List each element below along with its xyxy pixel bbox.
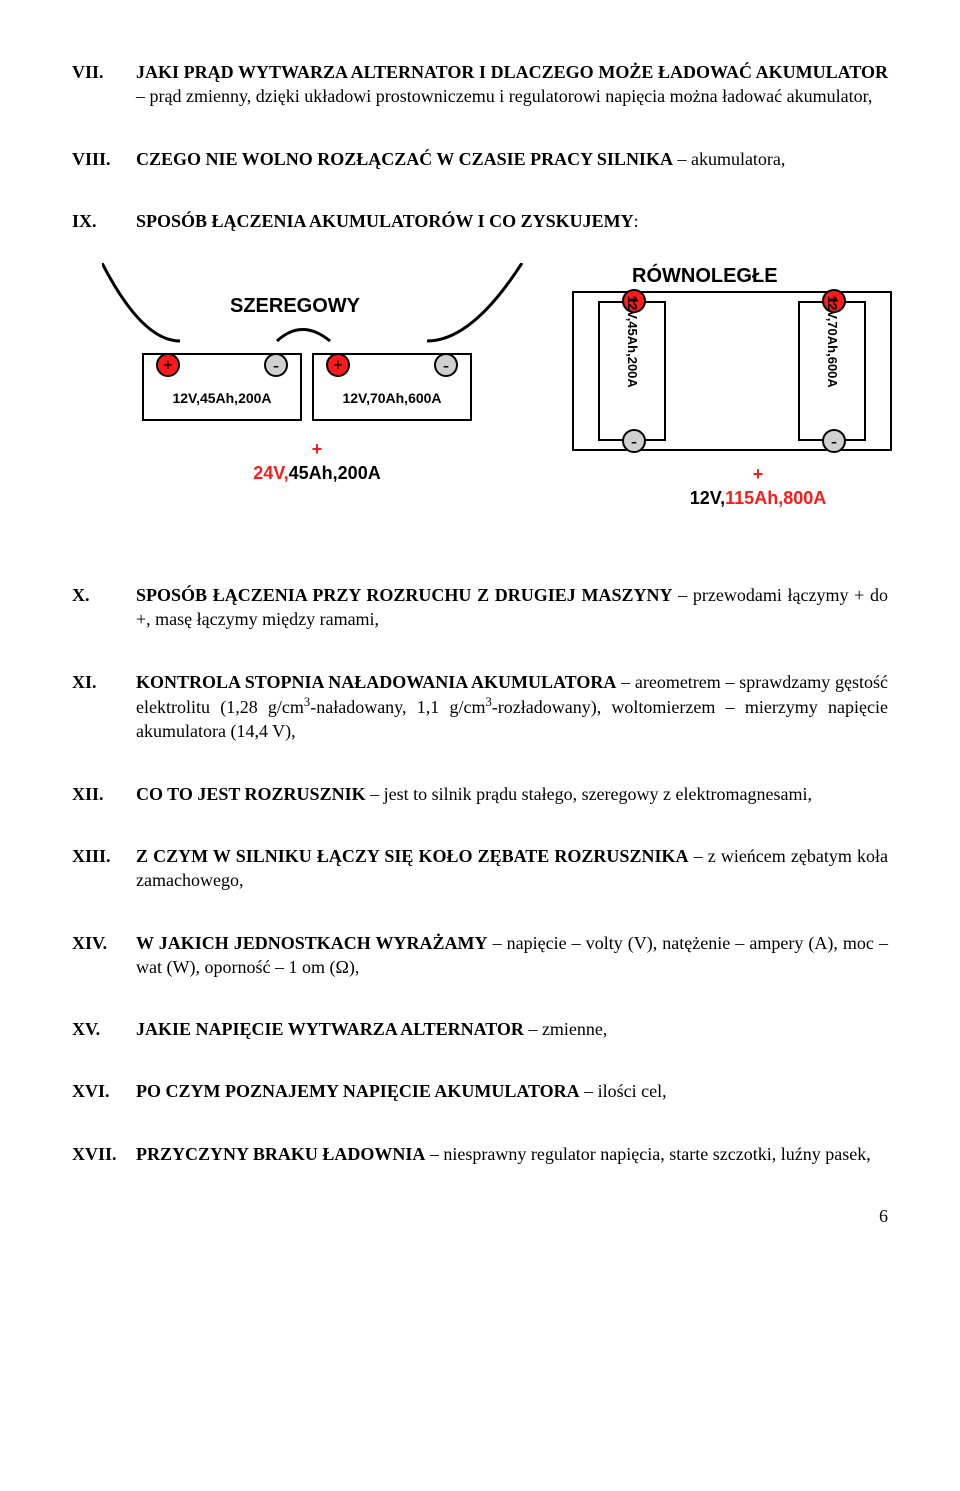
item-number: XI. bbox=[72, 670, 136, 744]
battery-label: 12V,45Ah,200A bbox=[623, 277, 641, 407]
item-text: -naładowany, 1,1 g/cm bbox=[310, 697, 485, 717]
item-number: VIII. bbox=[72, 147, 136, 171]
parallel-result-rest: 115Ah,800A bbox=[725, 488, 826, 508]
item-title: PRZYCZYNY BRAKU ŁADOWNIA bbox=[136, 1144, 425, 1164]
item-body: KONTROLA STOPNIA NAŁADOWANIA AKUMULATORA… bbox=[136, 670, 888, 744]
item-number: IX. bbox=[72, 209, 136, 233]
item-number: XIII. bbox=[72, 844, 136, 893]
item-number: XVII. bbox=[72, 1142, 136, 1166]
item-title: W JAKICH JEDNOSTKACH WYRAŻAMY bbox=[136, 933, 488, 953]
item-xvi: XVI. PO CZYM POZNAJEMY NAPIĘCIE AKUMULAT… bbox=[72, 1079, 888, 1103]
item-text: – niesprawny regulator napięcia, starte … bbox=[425, 1144, 870, 1164]
item-viii: VIII. CZEGO NIE WOLNO ROZŁĄCZAĆ W CZASIE… bbox=[72, 147, 888, 171]
series-battery-1: + - 12V,45Ah,200A bbox=[142, 353, 302, 421]
item-xiv: XIV. W JAKICH JEDNOSTKACH WYRAŻAMY – nap… bbox=[72, 931, 888, 980]
item-number: X. bbox=[72, 583, 136, 632]
parallel-title: RÓWNOLEGŁE bbox=[632, 263, 778, 290]
plus-label: + bbox=[753, 464, 764, 484]
item-body: PRZYCZYNY BRAKU ŁADOWNIA – niesprawny re… bbox=[136, 1142, 888, 1166]
item-number: XVI. bbox=[72, 1079, 136, 1103]
item-text: – zmienne, bbox=[524, 1019, 607, 1039]
item-title: CO TO JEST ROZRUSZNIK bbox=[136, 784, 366, 804]
series-battery-2: + - 12V,70Ah,600A bbox=[312, 353, 472, 421]
item-text: : bbox=[634, 211, 639, 231]
parallel-result: + 12V,115Ah,800A bbox=[668, 463, 848, 510]
item-xv: XV. JAKIE NAPIĘCIE WYTWARZA ALTERNATOR –… bbox=[72, 1017, 888, 1041]
terminal-minus-icon: - bbox=[434, 353, 458, 377]
item-number: XII. bbox=[72, 782, 136, 806]
item-title: SPOSÓB ŁĄCZENIA AKUMULATORÓW I CO ZYSKUJ… bbox=[136, 211, 634, 231]
item-title: PO CZYM POZNAJEMY NAPIĘCIE AKUMULATORA bbox=[136, 1081, 580, 1101]
item-x: X. SPOSÓB ŁĄCZENIA PRZY ROZRUCHU Z DRUGI… bbox=[72, 583, 888, 632]
item-body: JAKI PRĄD WYTWARZA ALTERNATOR I DLACZEGO… bbox=[136, 60, 888, 109]
item-title: KONTROLA STOPNIA NAŁADOWANIA AKUMULATORA bbox=[136, 672, 616, 692]
item-number: VII. bbox=[72, 60, 136, 109]
item-body: JAKIE NAPIĘCIE WYTWARZA ALTERNATOR – zmi… bbox=[136, 1017, 888, 1041]
battery-diagram: SZEREGOWY + - 12V,45Ah,200A + - 12V,70Ah… bbox=[72, 263, 888, 543]
parallel-battery-1: + - 12V,45Ah,200A bbox=[598, 301, 666, 441]
terminal-minus-icon: - bbox=[822, 429, 846, 453]
item-title: CZEGO NIE WOLNO ROZŁĄCZAĆ W CZASIE PRACY… bbox=[136, 149, 673, 169]
item-body: SPOSÓB ŁĄCZENIA AKUMULATORÓW I CO ZYSKUJ… bbox=[136, 209, 888, 233]
item-number: XIV. bbox=[72, 931, 136, 980]
page-number: 6 bbox=[72, 1204, 888, 1228]
item-ix: IX. SPOSÓB ŁĄCZENIA AKUMULATORÓW I CO ZY… bbox=[72, 209, 888, 233]
series-result-v: 24V, bbox=[253, 463, 288, 483]
item-body: Z CZYM W SILNIKU ŁĄCZY SIĘ KOŁO ZĘBATE R… bbox=[136, 844, 888, 893]
item-title: JAKIE NAPIĘCIE WYTWARZA ALTERNATOR bbox=[136, 1019, 524, 1039]
parallel-battery-2: + - 12V,70Ah,600A bbox=[798, 301, 866, 441]
battery-label: 12V,45Ah,200A bbox=[144, 389, 300, 408]
battery-label: 12V,70Ah,600A bbox=[823, 277, 841, 407]
plus-label: + bbox=[312, 439, 323, 459]
item-xii: XII. CO TO JEST ROZRUSZNIK – jest to sil… bbox=[72, 782, 888, 806]
series-result: + 24V,45Ah,200A bbox=[232, 438, 402, 485]
item-xvii: XVII. PRZYCZYNY BRAKU ŁADOWNIA – niespra… bbox=[72, 1142, 888, 1166]
item-vii: VII. JAKI PRĄD WYTWARZA ALTERNATOR I DLA… bbox=[72, 60, 888, 109]
item-body: CZEGO NIE WOLNO ROZŁĄCZAĆ W CZASIE PRACY… bbox=[136, 147, 888, 171]
series-result-rest: 45Ah,200A bbox=[289, 463, 381, 483]
battery-label: 12V,70Ah,600A bbox=[314, 389, 470, 408]
item-body: SPOSÓB ŁĄCZENIA PRZY ROZRUCHU Z DRUGIEJ … bbox=[136, 583, 888, 632]
item-text: – prąd zmienny, dzięki układowi prostown… bbox=[136, 86, 872, 106]
item-title: JAKI PRĄD WYTWARZA ALTERNATOR I DLACZEGO… bbox=[136, 62, 888, 82]
item-body: PO CZYM POZNAJEMY NAPIĘCIE AKUMULATORA –… bbox=[136, 1079, 888, 1103]
terminal-plus-icon: + bbox=[156, 353, 180, 377]
item-title: SPOSÓB ŁĄCZENIA PRZY ROZRUCHU Z DRUGIEJ … bbox=[136, 585, 673, 605]
item-number: XV. bbox=[72, 1017, 136, 1041]
parallel-frame: + - 12V,45Ah,200A + - 12V,70Ah,600A bbox=[572, 291, 892, 451]
item-body: CO TO JEST ROZRUSZNIK – jest to silnik p… bbox=[136, 782, 888, 806]
series-wire bbox=[102, 263, 532, 353]
terminal-minus-icon: - bbox=[264, 353, 288, 377]
item-text: – ilości cel, bbox=[580, 1081, 667, 1101]
terminal-minus-icon: - bbox=[622, 429, 646, 453]
item-text: – jest to silnik prądu stałego, szeregow… bbox=[366, 784, 812, 804]
item-xi: XI. KONTROLA STOPNIA NAŁADOWANIA AKUMULA… bbox=[72, 670, 888, 744]
item-body: W JAKICH JEDNOSTKACH WYRAŻAMY – napięcie… bbox=[136, 931, 888, 980]
item-title: Z CZYM W SILNIKU ŁĄCZY SIĘ KOŁO ZĘBATE R… bbox=[136, 846, 688, 866]
item-xiii: XIII. Z CZYM W SILNIKU ŁĄCZY SIĘ KOŁO ZĘ… bbox=[72, 844, 888, 893]
terminal-plus-icon: + bbox=[326, 353, 350, 377]
parallel-result-v: 12V, bbox=[690, 488, 725, 508]
item-text: – akumulatora, bbox=[673, 149, 785, 169]
